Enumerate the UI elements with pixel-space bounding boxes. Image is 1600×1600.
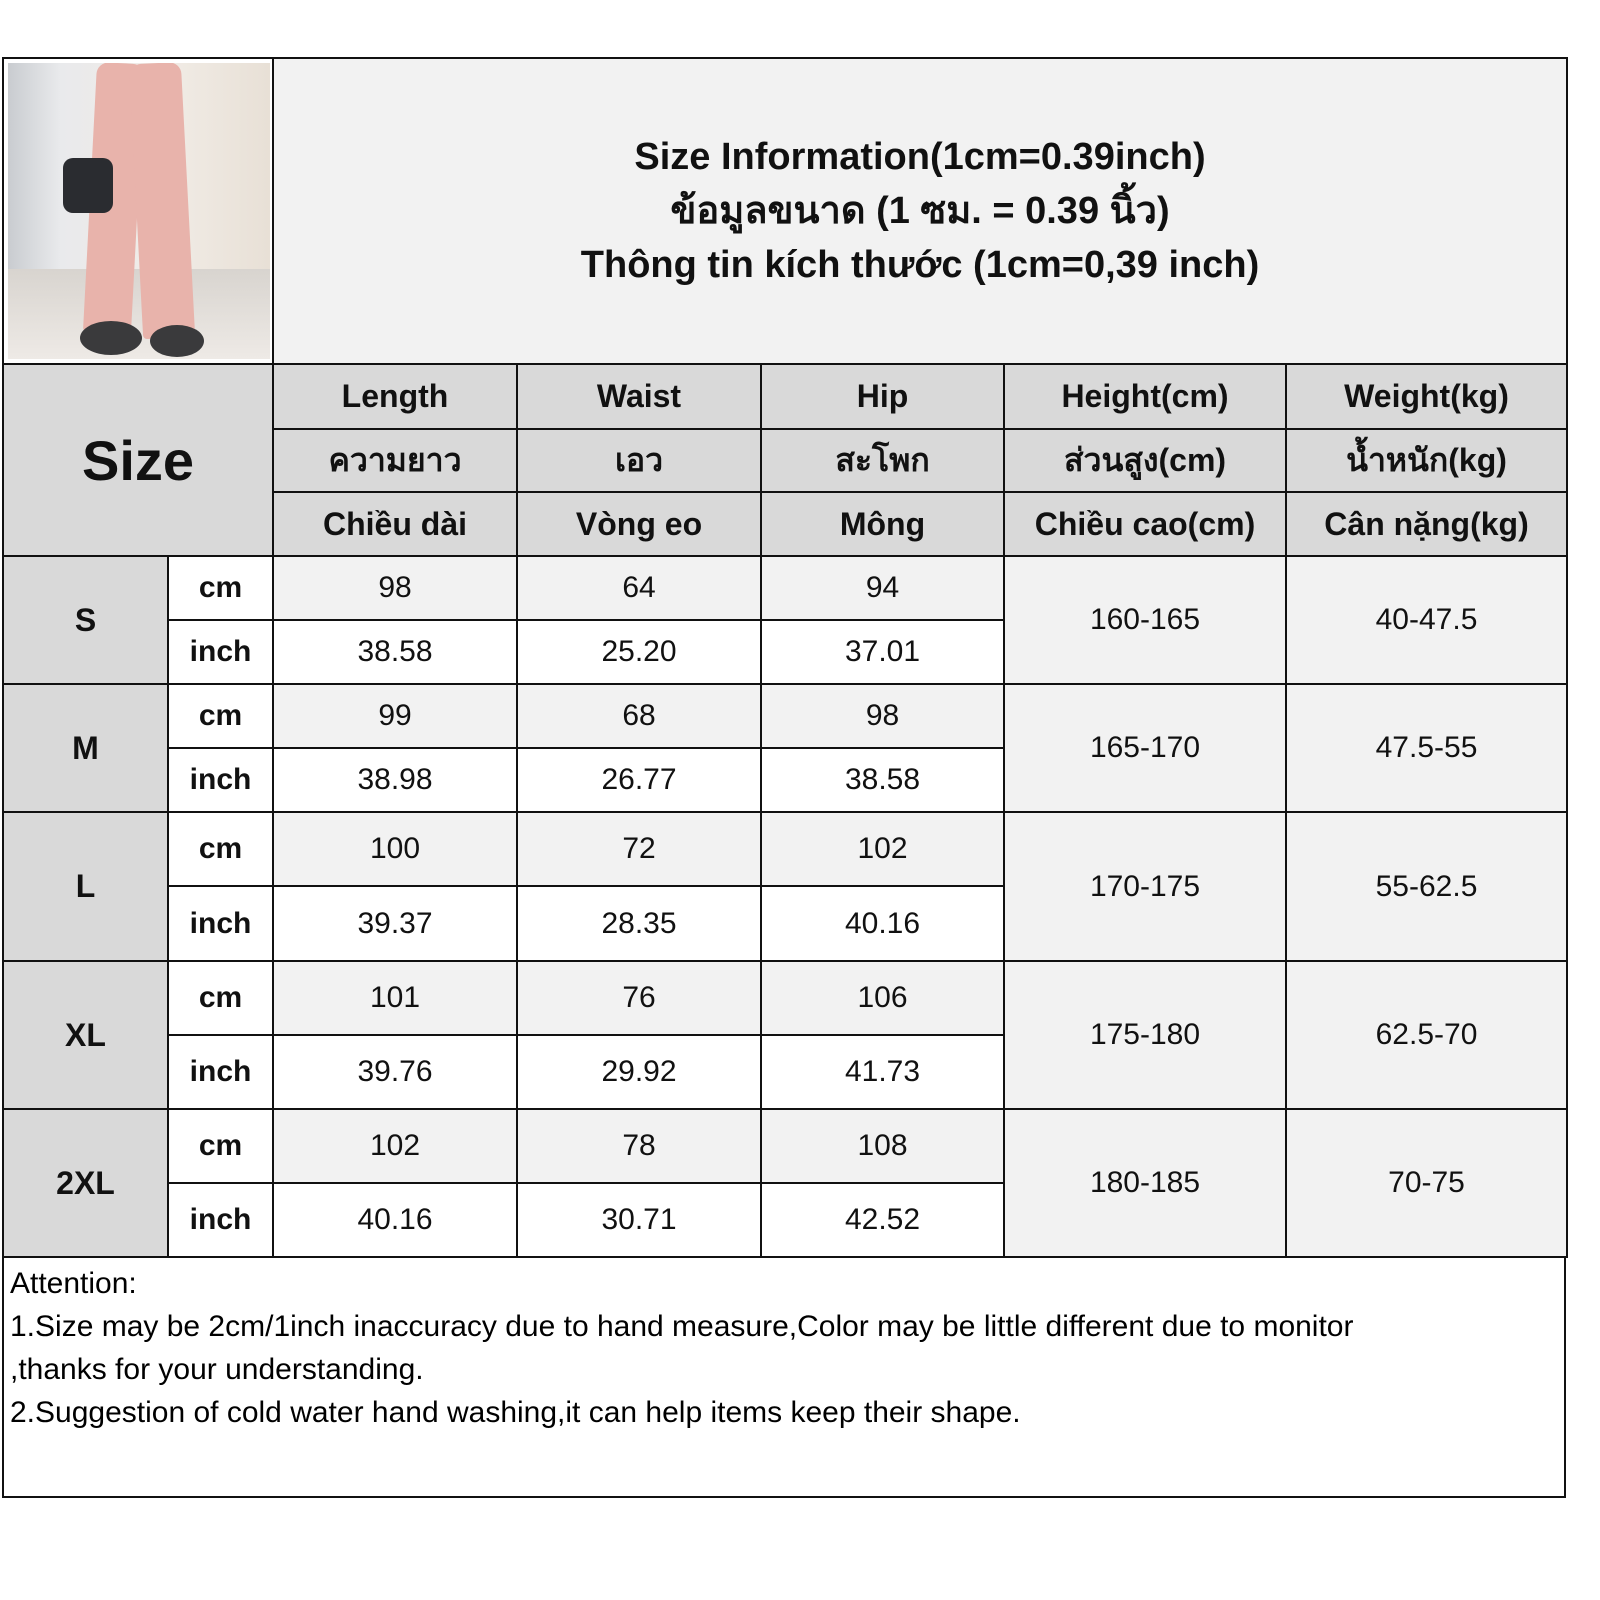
size-label: S [2,555,169,685]
note-1: 1.Size may be 2cm/1inch inaccuracy due t… [10,1310,1354,1343]
size-label: M [2,683,169,813]
cm-value: 94 [760,555,1005,621]
cm-value: 108 [760,1108,1005,1184]
inch-value: 25.20 [516,619,762,685]
inch-value: 28.35 [516,885,762,962]
col-header-th: น้ำหนัก(kg) [1284,428,1569,493]
unit-label-inch: inch [167,1034,274,1110]
inch-value: 42.52 [760,1182,1005,1258]
unit-label-cm: cm [167,555,274,621]
inch-value: 26.77 [516,747,762,813]
unit-label-inch: inch [167,1182,274,1258]
col-header-vi: Chiều cao(cm) [1003,491,1287,557]
col-header-th: ความยาว [272,428,518,493]
inch-value: 41.73 [760,1034,1005,1110]
title-th: ข้อมูลขนาด (1 ซม. = 0.39 นิ้ว) [670,190,1170,232]
col-header-en: Length [272,363,518,430]
note-2: 2.Suggestion of cold water hand washing,… [10,1396,1021,1429]
product-photo [8,63,270,359]
col-header-en: Hip [760,363,1005,430]
product-photo-cell [2,57,274,365]
col-header-th: เอว [516,428,762,493]
weight-range: 62.5-70 [1284,960,1569,1110]
size-row-inch: inch 39.37 28.35 40.16 [3,885,1567,962]
height-range: 170-175 [1003,811,1287,962]
inch-value: 40.16 [760,885,1005,962]
inch-value: 37.01 [760,619,1005,685]
cm-value: 98 [760,683,1005,749]
col-header-vi: Chiều dài [272,491,518,557]
notes-heading: Attention: [10,1267,137,1300]
unit-label-cm: cm [167,1108,274,1184]
col-header-th: สะโพก [760,428,1005,493]
weight-range: 70-75 [1284,1108,1569,1258]
weight-range: 47.5-55 [1284,683,1569,813]
size-header: Size [2,363,274,557]
unit-label-inch: inch [167,885,274,962]
cm-value: 68 [516,683,762,749]
cm-value: 99 [272,683,518,749]
size-row-inch: inch 39.76 29.92 41.73 [3,1034,1567,1110]
weight-range: 55-62.5 [1284,811,1569,962]
cm-value: 101 [272,960,518,1036]
cm-value: 76 [516,960,762,1036]
title-cell: Size Information(1cm=0.39inch) ข้อมูลขนา… [271,57,1569,365]
size-label: 2XL [2,1108,169,1258]
cm-value: 102 [272,1108,518,1184]
cm-value: 100 [272,811,518,887]
cm-value: 102 [760,811,1005,887]
height-range: 165-170 [1003,683,1287,813]
unit-label-inch: inch [167,619,274,685]
col-header-en: Waist [516,363,762,430]
size-label: L [2,811,169,962]
size-row-inch: inch 40.16 30.71 42.52 [3,1182,1567,1258]
cm-value: 64 [516,555,762,621]
inch-value: 30.71 [516,1182,762,1258]
size-row-cm: XL cm 101 76 106 175-180 62.5-70 [2,960,1569,1110]
note-1-continued: ,thanks for your understanding. [10,1353,424,1386]
weight-range: 40-47.5 [1284,555,1569,685]
inch-value: 40.16 [272,1182,518,1258]
inch-value: 39.37 [272,885,518,962]
height-range: 180-185 [1003,1108,1287,1258]
inch-value: 39.76 [272,1034,518,1110]
height-range: 175-180 [1003,960,1287,1110]
cm-value: 72 [516,811,762,887]
title-vi: Thông tin kích thước (1cm=0,39 inch) [580,244,1260,286]
cm-value: 98 [272,555,518,621]
inch-value: 38.58 [760,747,1005,813]
col-header-th: ส่วนสูง(cm) [1003,428,1287,493]
size-table: Size Information(1cm=0.39inch) ข้อมูลขนา… [2,57,1569,1258]
col-header-vi: Mông [760,491,1005,557]
unit-label-inch: inch [167,747,274,813]
size-row-cm: 2XL cm 102 78 108 180-185 70-75 [2,1108,1569,1258]
inch-value: 38.98 [272,747,518,813]
unit-label-cm: cm [167,811,274,887]
size-row-inch: inch 38.98 26.77 38.58 [3,747,1567,813]
height-range: 160-165 [1003,555,1287,685]
unit-label-cm: cm [167,683,274,749]
cm-value: 106 [760,960,1005,1036]
col-header-vi: Vòng eo [516,491,762,557]
size-chart: Size Information(1cm=0.39inch) ข้อมูลขนา… [2,57,1569,1498]
size-row-inch: inch 38.58 25.20 37.01 [3,619,1567,685]
inch-value: 38.58 [272,619,518,685]
cm-value: 78 [516,1108,762,1184]
title-en: Size Information(1cm=0.39inch) [634,136,1206,178]
col-header-en: Height(cm) [1003,363,1287,430]
col-header-vi: Cân nặng(kg) [1284,491,1569,557]
inch-value: 29.92 [516,1034,762,1110]
attention-notes: Attention: 1.Size may be 2cm/1inch inacc… [2,1258,1566,1498]
col-header-en: Weight(kg) [1284,363,1569,430]
unit-label-cm: cm [167,960,274,1036]
size-label: XL [2,960,169,1110]
